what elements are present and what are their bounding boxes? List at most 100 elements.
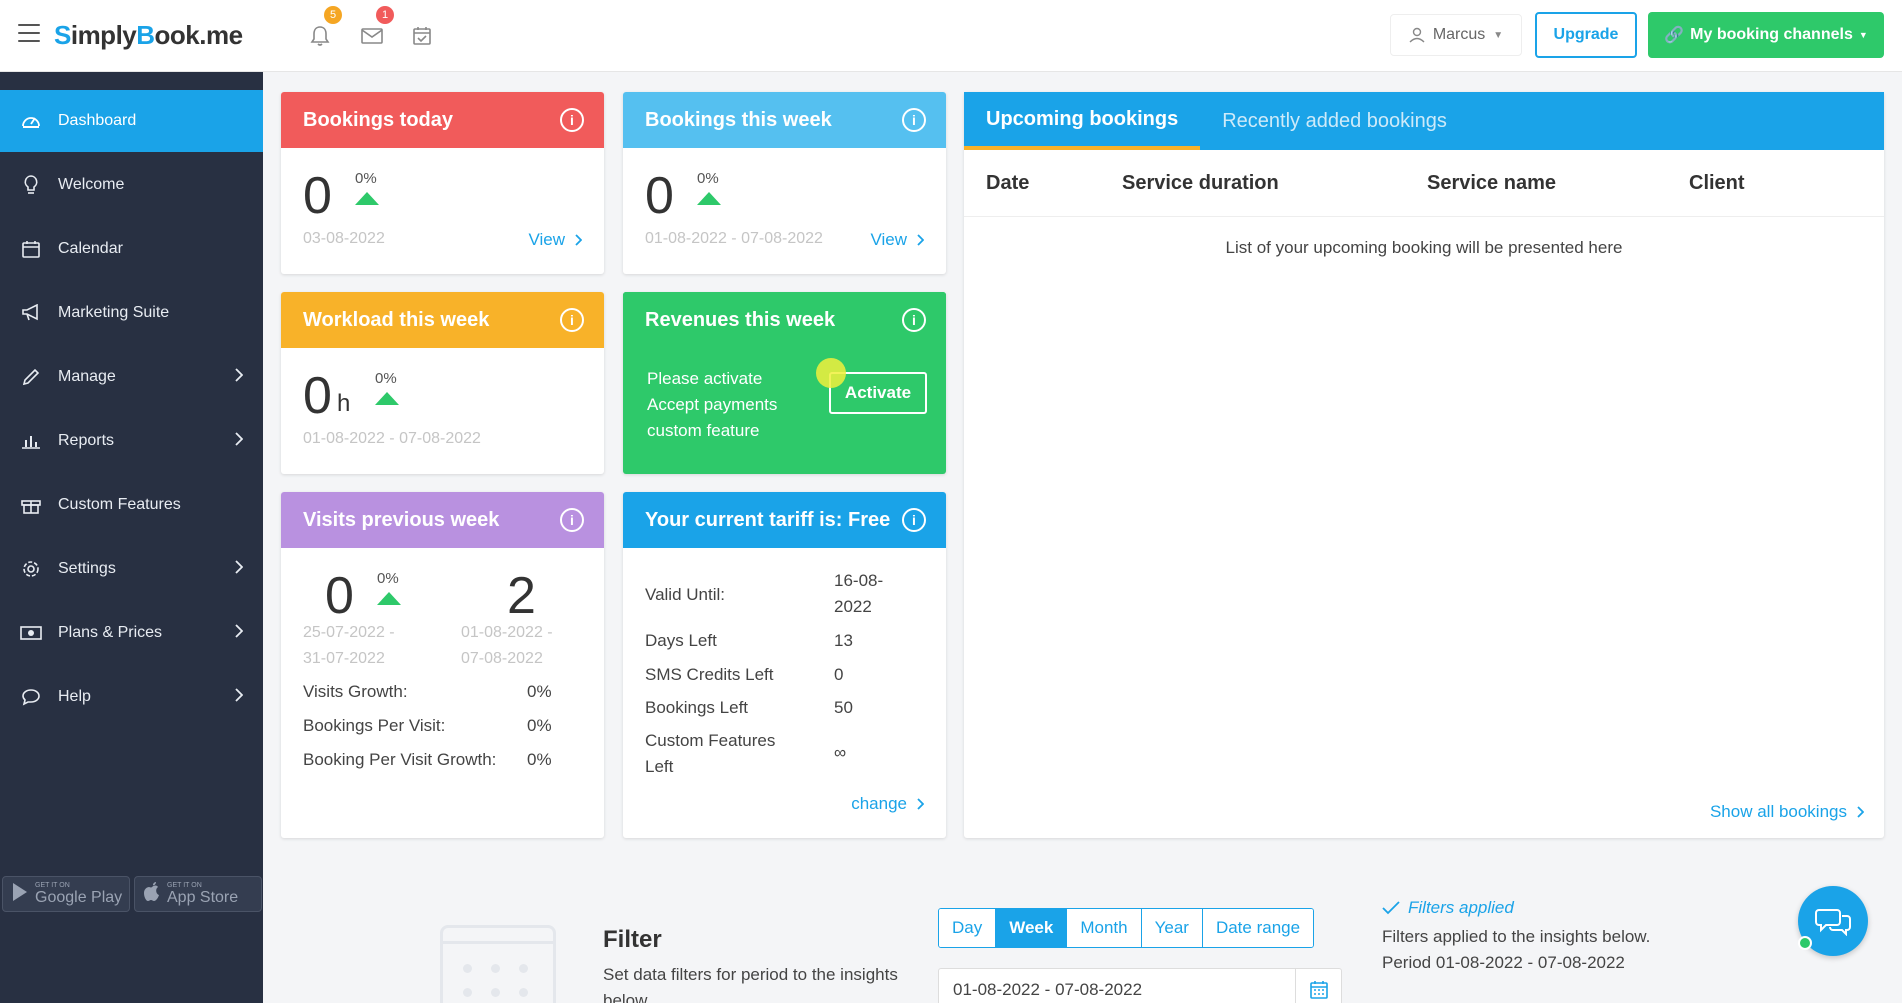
filter-title: Filter xyxy=(603,926,662,953)
info-icon[interactable]: i xyxy=(560,508,584,532)
bookings-week-view-link[interactable]: View xyxy=(870,230,924,250)
sidebar-item-dashboard[interactable]: Dashboard xyxy=(0,90,263,152)
bell-icon[interactable]: 5 xyxy=(304,6,342,52)
sidebar-item-reports[interactable]: Reports xyxy=(0,410,263,472)
upgrade-button[interactable]: Upgrade xyxy=(1535,12,1637,58)
chevron-right-icon xyxy=(575,234,582,246)
info-icon[interactable]: i xyxy=(902,108,926,132)
workload-week-card: Workload this week i 0 h 0% 01-08-2022 -… xyxy=(281,292,604,474)
column-header-date[interactable]: Date xyxy=(986,172,1030,194)
sidebar-item-welcome[interactable]: Welcome xyxy=(0,154,263,216)
booking-channels-label: My booking channels xyxy=(1690,26,1853,43)
tab-recently-added-bookings[interactable]: Recently added bookings xyxy=(1222,109,1447,132)
booking-channels-button[interactable]: 🔗 My booking channels ▼ xyxy=(1648,12,1884,58)
bookings-today-card: Bookings today i 0 0% 03-08-2022 View xyxy=(281,92,604,274)
sidebar-item-plans-prices[interactable]: Plans & Prices xyxy=(0,602,263,664)
mail-icon[interactable]: 1 xyxy=(356,6,394,52)
booking-per-visit-growth-value: 0% xyxy=(527,750,552,769)
period-month-button[interactable]: Month xyxy=(1067,909,1142,947)
sidebar-item-custom-features[interactable]: Custom Features xyxy=(0,474,263,536)
filter-description: Set data filters for period to the insig… xyxy=(603,965,898,1003)
sidebar: Dashboard Welcome Calendar Marketing Sui… xyxy=(0,72,263,1003)
card-title: Your current tariff is: Free xyxy=(645,508,891,531)
period-day-button[interactable]: Day xyxy=(939,909,997,947)
logo-ook: ook.me xyxy=(154,20,244,50)
column-header-service-duration[interactable]: Service duration xyxy=(1122,172,1279,194)
column-header-client[interactable]: Client xyxy=(1689,172,1745,194)
visits-growth-label: Visits Growth: xyxy=(303,682,408,701)
bookings-left-value: 50 xyxy=(834,698,853,717)
user-menu[interactable]: Marcus ▼ xyxy=(1390,14,1522,56)
gift-icon xyxy=(20,494,42,516)
info-icon[interactable]: i xyxy=(902,308,926,332)
change-tariff-link[interactable]: change xyxy=(851,794,924,814)
sidebar-item-manage[interactable]: Manage xyxy=(0,346,263,408)
bookings-tabs: Upcoming bookings Recently added booking… xyxy=(964,92,1884,150)
workload-week-value: 0 xyxy=(303,367,332,425)
sidebar-item-label: Reports xyxy=(58,432,115,449)
bookings-today-date: 03-08-2022 xyxy=(303,230,385,247)
triangle-up-icon xyxy=(355,192,379,205)
valid-until-value: 16-08- xyxy=(834,571,884,590)
sidebar-item-label: Help xyxy=(58,688,91,705)
sms-credits-value: 0 xyxy=(834,665,844,684)
sidebar-item-calendar[interactable]: Calendar xyxy=(0,218,263,280)
bookings-today-value: 0 xyxy=(303,167,332,225)
visits-growth-value: 0% xyxy=(527,682,552,701)
chevron-right-icon xyxy=(235,560,244,579)
valid-until-label: Valid Until: xyxy=(645,585,725,604)
logo-b: B xyxy=(136,20,155,50)
megaphone-icon xyxy=(20,302,42,324)
calendar-check-icon[interactable] xyxy=(406,20,438,52)
custom-features-value: ∞ xyxy=(834,743,847,762)
app-store-button[interactable]: GET IT ON App Store xyxy=(134,876,262,912)
bookings-today-view-link[interactable]: View xyxy=(528,230,582,250)
sidebar-item-label: Welcome xyxy=(58,176,125,193)
chevron-right-icon xyxy=(917,234,924,246)
checkmark-icon xyxy=(1382,901,1400,915)
period-date-range-button[interactable]: Date range xyxy=(1202,909,1314,947)
revenues-message: Please activate Accept payments custom f… xyxy=(647,366,777,444)
sidebar-item-marketing-suite[interactable]: Marketing Suite xyxy=(0,282,263,344)
chevron-right-icon xyxy=(235,688,244,707)
activate-button[interactable]: Activate xyxy=(829,372,927,414)
google-play-button[interactable]: GET IT ON Google Play xyxy=(2,876,130,912)
bookings-week-header: Bookings this week i xyxy=(623,92,946,148)
logo[interactable]: SimplyBook.me xyxy=(54,20,243,51)
bookings-per-visit-value: 0% xyxy=(527,716,552,735)
card-title: Bookings this week xyxy=(645,108,832,131)
sidebar-item-help[interactable]: Help xyxy=(0,666,263,728)
filters-applied-label: Filters applied xyxy=(1408,898,1514,917)
info-icon[interactable]: i xyxy=(902,508,926,532)
sidebar-item-label: Marketing Suite xyxy=(58,304,170,321)
period-year-button[interactable]: Year xyxy=(1141,909,1203,947)
column-header-service-name[interactable]: Service name xyxy=(1427,172,1556,194)
bookings-panel: Upcoming bookings Recently added booking… xyxy=(964,92,1884,838)
calendar-picker-icon[interactable] xyxy=(1295,969,1341,1003)
period-week-button[interactable]: Week xyxy=(996,909,1068,947)
visits-previous-week-card: Visits previous week i 0 0% 2 25-07-2022… xyxy=(281,492,604,838)
revenues-line: Please activate xyxy=(647,369,763,388)
dashboard-icon xyxy=(20,110,42,132)
gear-icon xyxy=(20,558,42,580)
menu-icon[interactable] xyxy=(18,24,40,42)
filters-applied-description: Filters applied to the insights below. P… xyxy=(1382,924,1702,976)
show-all-bookings-link[interactable]: Show all bookings xyxy=(1710,802,1864,822)
sidebar-item-label: Calendar xyxy=(58,240,123,257)
user-name: Marcus xyxy=(1432,26,1486,43)
date-range-input[interactable]: 01-08-2022 - 07-08-2022 xyxy=(938,968,1342,1003)
revenues-line: custom feature xyxy=(647,421,760,440)
app-store-label: App Store xyxy=(167,889,239,906)
info-icon[interactable]: i xyxy=(560,108,584,132)
app-store-text: GET IT ON App Store xyxy=(167,882,238,906)
info-icon[interactable]: i xyxy=(560,308,584,332)
sms-credits-label: SMS Credits Left xyxy=(645,665,774,684)
workload-unit: h xyxy=(337,390,351,417)
custom-features-label: Left xyxy=(645,757,674,776)
workload-week-header: Workload this week i xyxy=(281,292,604,348)
tab-upcoming-bookings[interactable]: Upcoming bookings xyxy=(964,92,1201,150)
sidebar-item-settings[interactable]: Settings xyxy=(0,538,263,600)
chevron-right-icon xyxy=(235,368,244,387)
apple-icon xyxy=(143,881,161,907)
online-status-dot xyxy=(1798,936,1812,950)
